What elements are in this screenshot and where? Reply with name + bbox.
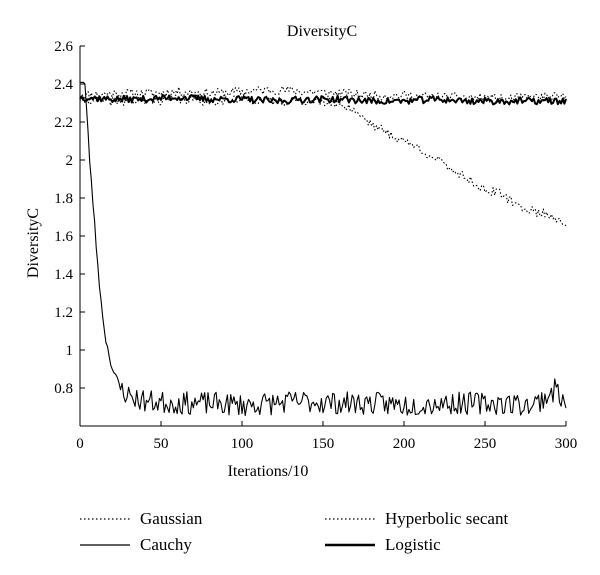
chart-title: DiversityC (287, 23, 357, 40)
y-tick-label: 2 (66, 153, 74, 169)
x-tick-label: 200 (393, 436, 416, 452)
legend-label-logistic: Logistic (385, 535, 441, 554)
series-line-hyperbolic-secant (79, 94, 567, 227)
series-layer (79, 81, 567, 417)
y-tick-label: 1.2 (54, 305, 73, 321)
legend-item-logistic: Logistic (325, 533, 441, 557)
legend-swatch-hyperbolic-secant (325, 518, 375, 520)
legend-label-hyperbolic-secant: Hyperbolic secant (385, 509, 509, 528)
series-line-cauchy (79, 81, 567, 417)
x-tick-label: 50 (154, 436, 169, 452)
series-line-logistic (79, 93, 567, 106)
x-tick-label: 150 (312, 436, 335, 452)
legend-item-cauchy: Cauchy (80, 533, 192, 557)
legend-swatch-logistic (325, 543, 375, 547)
y-tick-label: 2.2 (54, 115, 73, 131)
y-tick-label: 1.6 (54, 229, 73, 245)
x-tick-label: 0 (76, 436, 84, 452)
legend: Gaussian Cauchy Hyperbolic secant Logist… (0, 505, 600, 565)
legend-swatch-cauchy (80, 544, 130, 546)
y-tick-label: 2.6 (54, 39, 73, 55)
series-line-gaussian (79, 85, 567, 104)
y-tick-label: 1.4 (54, 267, 73, 283)
y-axis-label: DiversityC (25, 208, 42, 278)
legend-label-cauchy: Cauchy (140, 535, 192, 554)
x-tick-label: 300 (555, 436, 578, 452)
axes: 0 50 100 150 200 250 300 0.8 1 1.2 1.4 1.6 1.8 2 2.2 2.… (54, 39, 577, 452)
legend-item-hyperbolic-secant: Hyperbolic secant (325, 507, 508, 531)
x-tick-label: 250 (474, 436, 497, 452)
legend-item-gaussian: Gaussian (80, 507, 202, 531)
y-tick-label: 0.8 (54, 381, 73, 397)
x-tick-label: 100 (231, 436, 254, 452)
y-tick-label: 1.8 (54, 191, 73, 207)
y-tick-label: 2.4 (54, 77, 73, 93)
chart-svg: DiversityC Iterations/10 DiversityC 0 50 1… (25, 23, 577, 480)
legend-swatch-gaussian (80, 518, 130, 520)
y-tick-label: 1 (66, 343, 74, 359)
x-axis-label: Iterations/10 (228, 463, 309, 480)
legend-label-gaussian: Gaussian (140, 509, 203, 528)
